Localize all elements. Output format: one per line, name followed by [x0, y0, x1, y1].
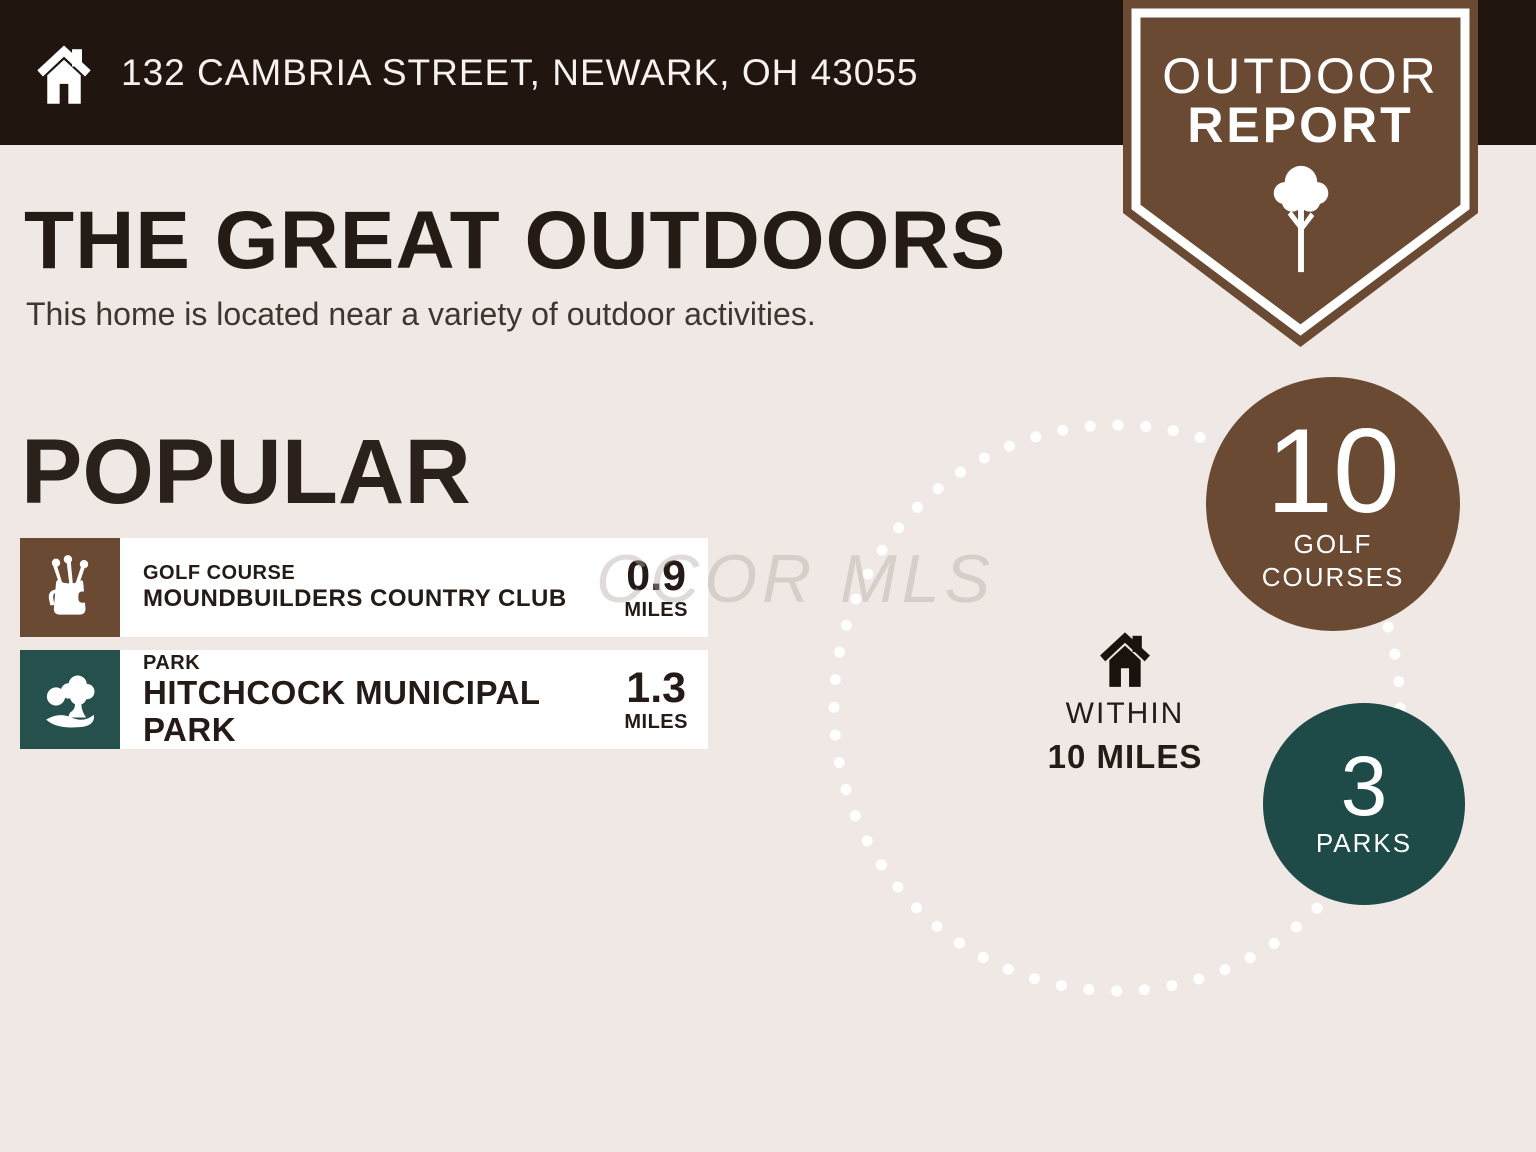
outdoor-report-badge: OUTDOOR REPORT	[1123, 0, 1478, 347]
stat-value: 10	[1266, 403, 1400, 538]
home-icon	[37, 45, 91, 104]
item-name: MOUNDBUILDERS COUNTRY CLUB	[143, 585, 567, 613]
list-item-golf-course: GOLF COURSE MOUNDBUILDERS COUNTRY CLUB 0…	[20, 538, 708, 637]
stat-parks: 3 PARKS	[1263, 703, 1465, 905]
distance-unit: MILES	[624, 599, 688, 622]
item-distance: 0.9 MILES	[612, 551, 688, 622]
item-distance: 1.3 MILES	[612, 663, 688, 734]
badge-title-line2: REPORT	[1187, 97, 1414, 153]
stat-value: 3	[1340, 739, 1388, 834]
stat-label: COURSES	[1261, 562, 1405, 592]
tree-icon	[1273, 165, 1328, 273]
stat-golf-courses: 10 GOLF COURSES	[1206, 377, 1460, 631]
radius-label: WITHIN 10 MILES	[1015, 630, 1235, 777]
popular-heading: POPULAR	[21, 421, 471, 523]
distance-value: 1.3	[626, 663, 687, 712]
item-name: HITCHCOCK MUNICIPAL PARK	[143, 674, 540, 748]
distance-unit: MILES	[624, 711, 688, 734]
item-category: PARK	[143, 652, 201, 675]
radius-dotted-circle	[828, 419, 1406, 997]
home-icon	[1100, 632, 1150, 687]
radius-distance: 10 MILES	[1047, 738, 1203, 775]
golf-bag-icon	[20, 538, 120, 637]
watermark: CCOR MLS	[596, 541, 995, 617]
stat-label: GOLF	[1293, 528, 1373, 559]
radius-text: WITHIN	[1065, 697, 1185, 730]
page-title: THE GREAT OUTDOORS	[24, 195, 1007, 286]
item-category: GOLF COURSE	[143, 562, 296, 585]
page-subtitle: This home is located near a variety of o…	[26, 296, 816, 332]
park-trees-icon	[20, 650, 120, 749]
distance-value: 0.9	[626, 551, 687, 600]
badge-title-line1: OUTDOOR	[1162, 48, 1439, 104]
list-item-park: PARK HITCHCOCK MUNICIPAL PARK 1.3 MILES	[20, 650, 708, 749]
popular-list: GOLF COURSE MOUNDBUILDERS COUNTRY CLUB 0…	[20, 538, 708, 762]
stat-label: PARKS	[1315, 828, 1413, 859]
property-address: 132 CAMBRIA STREET, NEWARK, OH 43055	[121, 51, 919, 93]
